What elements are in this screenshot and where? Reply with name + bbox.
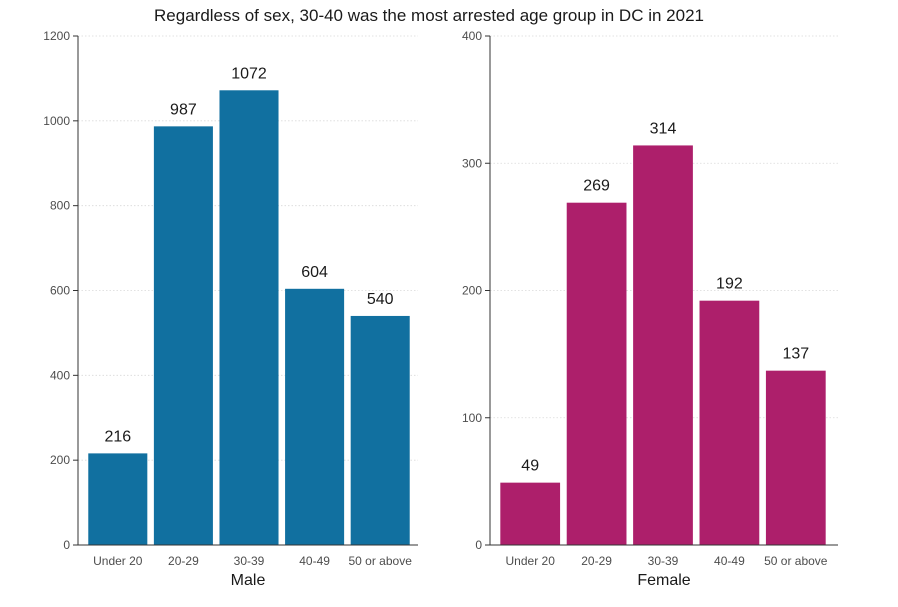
female-x-tick-label: 40-49 — [714, 554, 745, 568]
male-y-tick-label: 400 — [50, 368, 70, 382]
male-data-label-30-39: 1072 — [231, 65, 267, 82]
male-bar-30-39 — [219, 90, 279, 545]
female-y-tick-label: 0 — [475, 538, 482, 552]
male-x-tick-label: 40-49 — [299, 554, 330, 568]
male-bar-20-29 — [153, 126, 213, 545]
male-bar-under-20 — [88, 453, 148, 545]
male-panel: 0 200 400 600 800 1000 1200 216 Under 20 987 20-29… — [43, 29, 418, 589]
male-data-label-20-29: 987 — [170, 101, 197, 118]
male-y-tick-label: 1200 — [43, 29, 70, 43]
male-x-tick-label: 30-39 — [234, 554, 265, 568]
female-y-tick-label: 200 — [462, 284, 482, 298]
female-data-label-20-29: 269 — [583, 178, 610, 195]
male-y-tick-label: 600 — [50, 284, 70, 298]
male-data-label-40-49: 604 — [301, 264, 328, 281]
female-y-tick-label: 100 — [462, 411, 482, 425]
female-bar-30-39 — [633, 145, 693, 545]
male-x-tick-label: 50 or above — [349, 554, 413, 568]
female-x-axis-title: Female — [637, 572, 690, 589]
male-bar-50-or-above — [350, 315, 410, 545]
male-y-tick-label: 800 — [50, 199, 70, 213]
female-data-label-40-49: 192 — [716, 276, 743, 293]
male-bar-40-49 — [285, 288, 345, 545]
female-y-tick-label: 300 — [462, 156, 482, 170]
female-data-label-50-or-above: 137 — [782, 346, 809, 363]
male-x-axis-title: Male — [231, 572, 266, 589]
male-x-tick-label: Under 20 — [93, 554, 143, 568]
male-y-tick-label: 1000 — [43, 114, 70, 128]
male-y-tick-label: 0 — [63, 538, 70, 552]
female-bar-under-20 — [500, 482, 561, 545]
female-x-tick-label: Under 20 — [506, 554, 556, 568]
female-x-tick-label: 30-39 — [648, 554, 679, 568]
female-data-label-under-20: 49 — [521, 458, 539, 475]
female-panel: 0 100 200 300 400 49 Under 20 269 20-29 314 30-39 1… — [462, 29, 838, 589]
male-data-label-under-20: 216 — [104, 428, 131, 445]
female-bar-50-or-above — [765, 370, 826, 545]
chart-title: Regardless of sex, 30-40 was the most ar… — [154, 6, 704, 25]
male-data-label-50-or-above: 540 — [367, 291, 394, 308]
female-x-tick-label: 20-29 — [581, 554, 612, 568]
male-x-tick-label: 20-29 — [168, 554, 199, 568]
female-bar-20-29 — [566, 202, 627, 545]
female-y-tick-label: 400 — [462, 29, 482, 43]
female-data-label-30-39: 314 — [650, 120, 677, 137]
female-bar-40-49 — [699, 300, 760, 545]
male-y-tick-label: 200 — [50, 453, 70, 467]
female-x-tick-label: 50 or above — [764, 554, 828, 568]
